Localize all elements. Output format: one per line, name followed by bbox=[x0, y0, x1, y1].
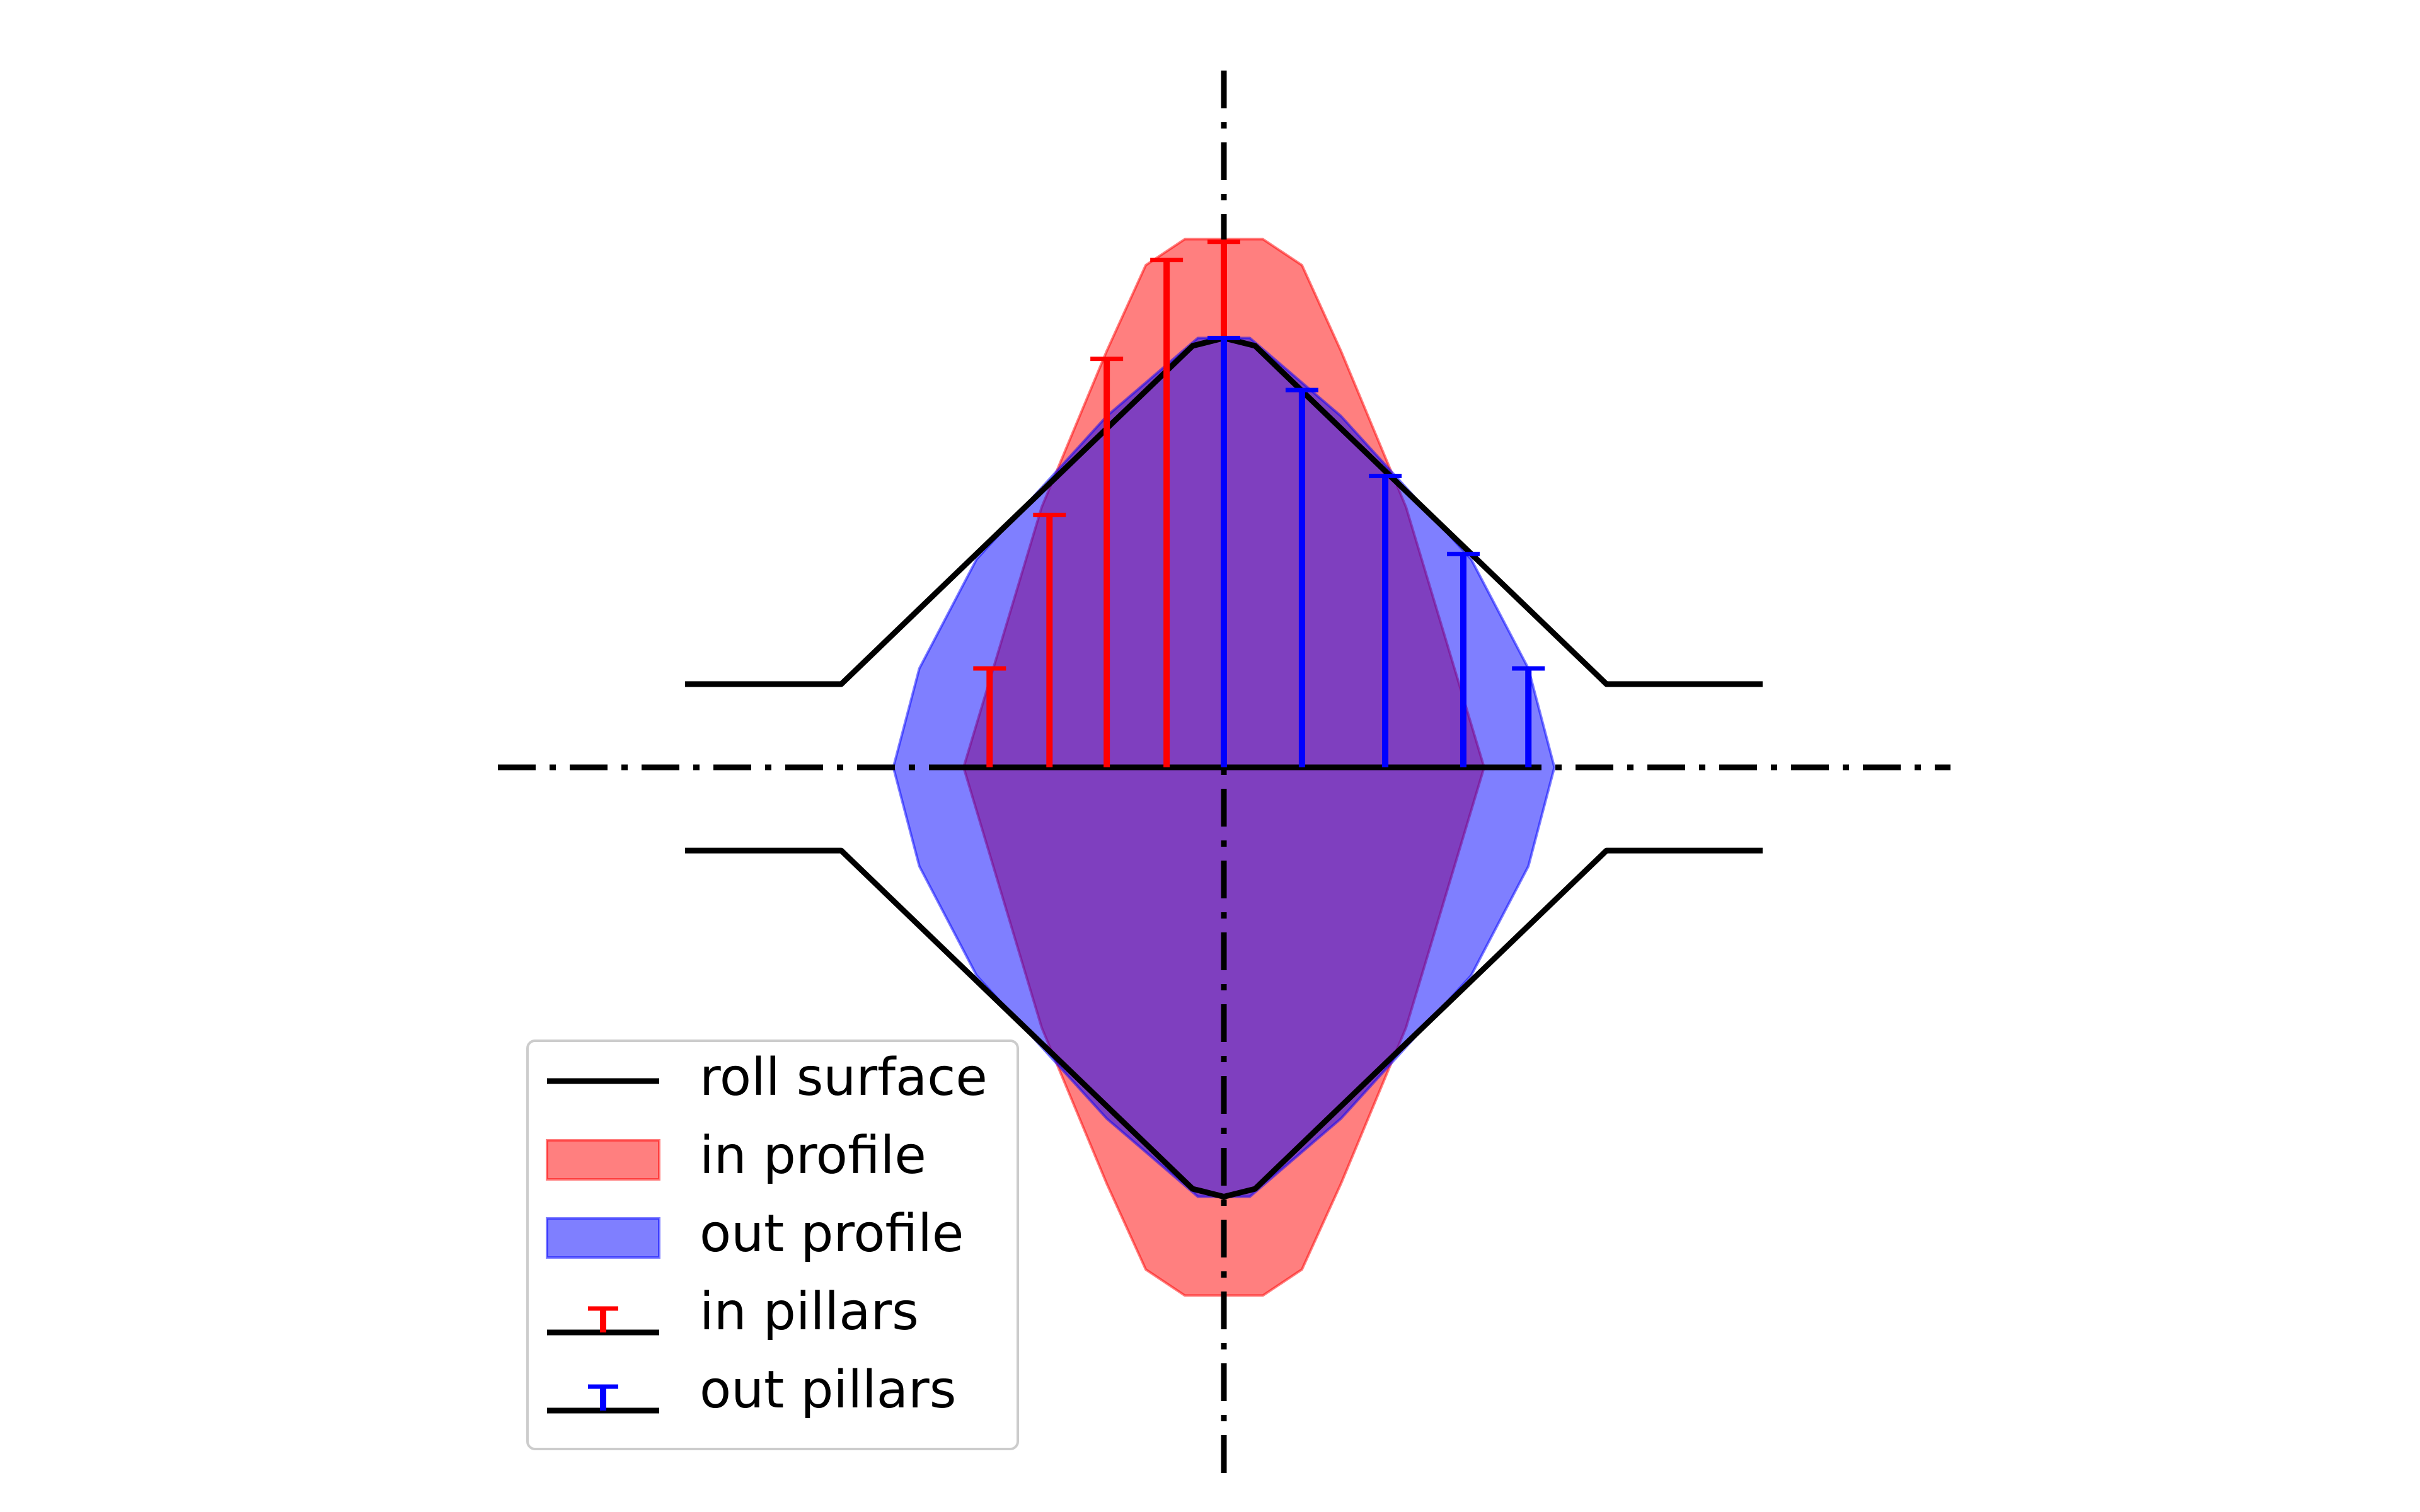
pillars-group bbox=[973, 239, 1545, 767]
legend-label-in-profile: in profile bbox=[700, 1126, 926, 1186]
legend-swatches bbox=[546, 1078, 660, 1414]
legend: roll surface in profile out profile in p… bbox=[526, 1040, 1019, 1450]
legend-label-in-pillars: in pillars bbox=[700, 1282, 919, 1342]
roll-surface-lower bbox=[685, 847, 1763, 1200]
legend-label-out-profile: out profile bbox=[700, 1204, 964, 1264]
legend-label-roll-surface: roll surface bbox=[700, 1048, 988, 1108]
legend-label-out-pillars: out pillars bbox=[700, 1360, 956, 1420]
legend-swatch-in-profile bbox=[546, 1139, 660, 1181]
legend-swatch-out-profile bbox=[546, 1217, 660, 1259]
